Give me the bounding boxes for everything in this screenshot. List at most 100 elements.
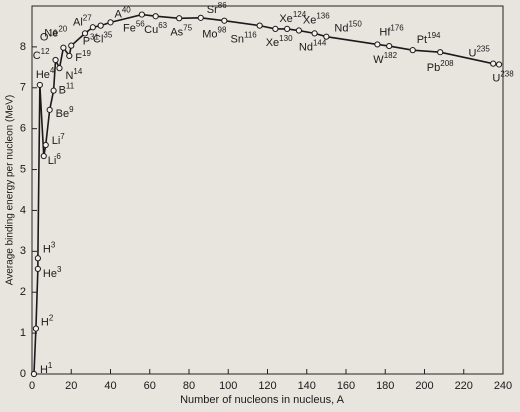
mass-number: 7 — [60, 132, 65, 141]
mass-number: 27 — [83, 14, 92, 23]
nuclide-symbol: Nd — [334, 23, 348, 35]
nuclide-label: Ne20 — [44, 25, 68, 40]
data-point — [323, 33, 330, 40]
nuclide-symbol: Sr — [207, 4, 218, 16]
data-point — [34, 255, 41, 262]
nuclide-symbol: Sn — [231, 34, 244, 46]
nuclide-label: Sr86 — [207, 1, 227, 16]
data-point — [30, 370, 38, 378]
x-tick-label: 180 — [376, 380, 394, 392]
data-point — [386, 42, 393, 50]
nuclide-symbol: Ne — [44, 28, 58, 40]
data-point — [295, 27, 302, 34]
nuclide-symbol: Cl — [93, 34, 103, 46]
nuclide-symbol: Cu — [144, 24, 158, 36]
nuclide-symbol: H — [41, 317, 49, 329]
data-point — [40, 152, 47, 160]
nuclide-label: As75 — [170, 23, 192, 38]
mass-number: 9 — [69, 105, 74, 114]
data-point — [437, 49, 444, 56]
mass-number: 40 — [122, 5, 131, 14]
nuclide-label: Xe136 — [303, 12, 330, 27]
mass-number: 6 — [56, 152, 61, 161]
mass-number: 2 — [49, 314, 54, 323]
nuclide-label: W182 — [373, 51, 397, 66]
x-tick-label: 0 — [29, 380, 35, 392]
nuclide-label: B11 — [59, 82, 75, 97]
nuclide-symbol: Fe — [123, 22, 136, 34]
data-point — [409, 47, 416, 54]
data-point — [81, 30, 89, 37]
nuclide-symbol: A — [115, 8, 123, 20]
x-tick-label: 60 — [144, 380, 156, 392]
mass-number: 3 — [57, 265, 62, 274]
mass-number: 182 — [384, 51, 398, 60]
data-point — [490, 60, 497, 67]
data-point — [374, 41, 381, 48]
nuclide-symbol: P — [83, 35, 90, 47]
x-tick-label: 160 — [337, 380, 355, 392]
nuclide-label: He3 — [43, 265, 62, 280]
mass-number: 116 — [244, 31, 257, 40]
mass-number: 98 — [218, 26, 227, 35]
nuclide-label: Li7 — [52, 132, 66, 147]
data-point — [46, 106, 53, 113]
nuclide-symbol: N — [65, 70, 73, 82]
nuclide-symbol: Nd — [299, 41, 313, 53]
nuclide-label: C12 — [33, 47, 50, 62]
nuclide-symbol: Pt — [417, 34, 427, 46]
nuclide-label: Al27 — [73, 14, 92, 29]
mass-number: 4 — [50, 66, 55, 75]
mass-number: 56 — [136, 20, 145, 29]
nuclide-label: H3 — [43, 240, 56, 255]
mass-number: 31 — [90, 32, 99, 41]
mass-number: 12 — [41, 47, 50, 56]
nuclide-label: Xe130 — [266, 34, 293, 49]
y-tick-label: 3 — [20, 245, 26, 257]
mass-number: 144 — [313, 39, 327, 48]
mass-number: 19 — [82, 49, 91, 58]
nuclide-label: Sn116 — [231, 31, 258, 46]
nuclide-label: H2 — [41, 314, 54, 329]
mass-number: 3 — [51, 240, 56, 249]
nuclide-label: U235 — [469, 45, 491, 60]
mass-number: 208 — [440, 59, 454, 68]
y-tick-label: 7 — [20, 82, 26, 94]
mass-number: 136 — [316, 12, 330, 21]
data-point — [197, 14, 204, 21]
data-point — [52, 56, 59, 64]
data-point — [34, 265, 41, 273]
data-point — [68, 42, 75, 49]
nuclide-label: Pt194 — [417, 31, 441, 46]
nuclide-label: O16 — [40, 29, 58, 44]
data-point — [97, 22, 104, 29]
nuclide-symbol: Li — [52, 135, 61, 147]
mass-number: 16 — [48, 29, 57, 38]
x-tick-label: 200 — [415, 380, 433, 392]
nuclide-symbol: Xe — [303, 14, 316, 26]
nuclide-symbol: Al — [73, 16, 83, 28]
nuclide-symbol: He — [36, 69, 50, 81]
nuclide-label: Cu63 — [144, 21, 168, 36]
nuclide-label: Li6 — [48, 152, 62, 167]
mass-number: 86 — [218, 1, 227, 10]
nuclide-symbol: H — [43, 243, 51, 255]
y-tick-label: 0 — [20, 368, 26, 380]
y-tick-label: 6 — [20, 123, 26, 135]
mass-number: 194 — [427, 31, 441, 40]
nuclide-symbol: B — [59, 85, 66, 97]
y-tick-label: 1 — [20, 327, 26, 339]
nuclide-symbol: Xe — [266, 37, 279, 49]
y-tick-label: 2 — [20, 286, 26, 298]
nuclide-symbol: O — [40, 32, 49, 44]
data-point — [138, 11, 145, 18]
nuclide-symbol: C — [33, 50, 41, 62]
nuclide-label: Mo98 — [202, 26, 227, 41]
mass-number: 11 — [66, 82, 75, 91]
mass-number: 20 — [58, 25, 67, 34]
mass-number: 63 — [158, 21, 167, 30]
data-point — [256, 22, 263, 29]
data-point — [66, 52, 73, 59]
data-point — [311, 30, 318, 37]
mass-number: 124 — [293, 10, 307, 19]
